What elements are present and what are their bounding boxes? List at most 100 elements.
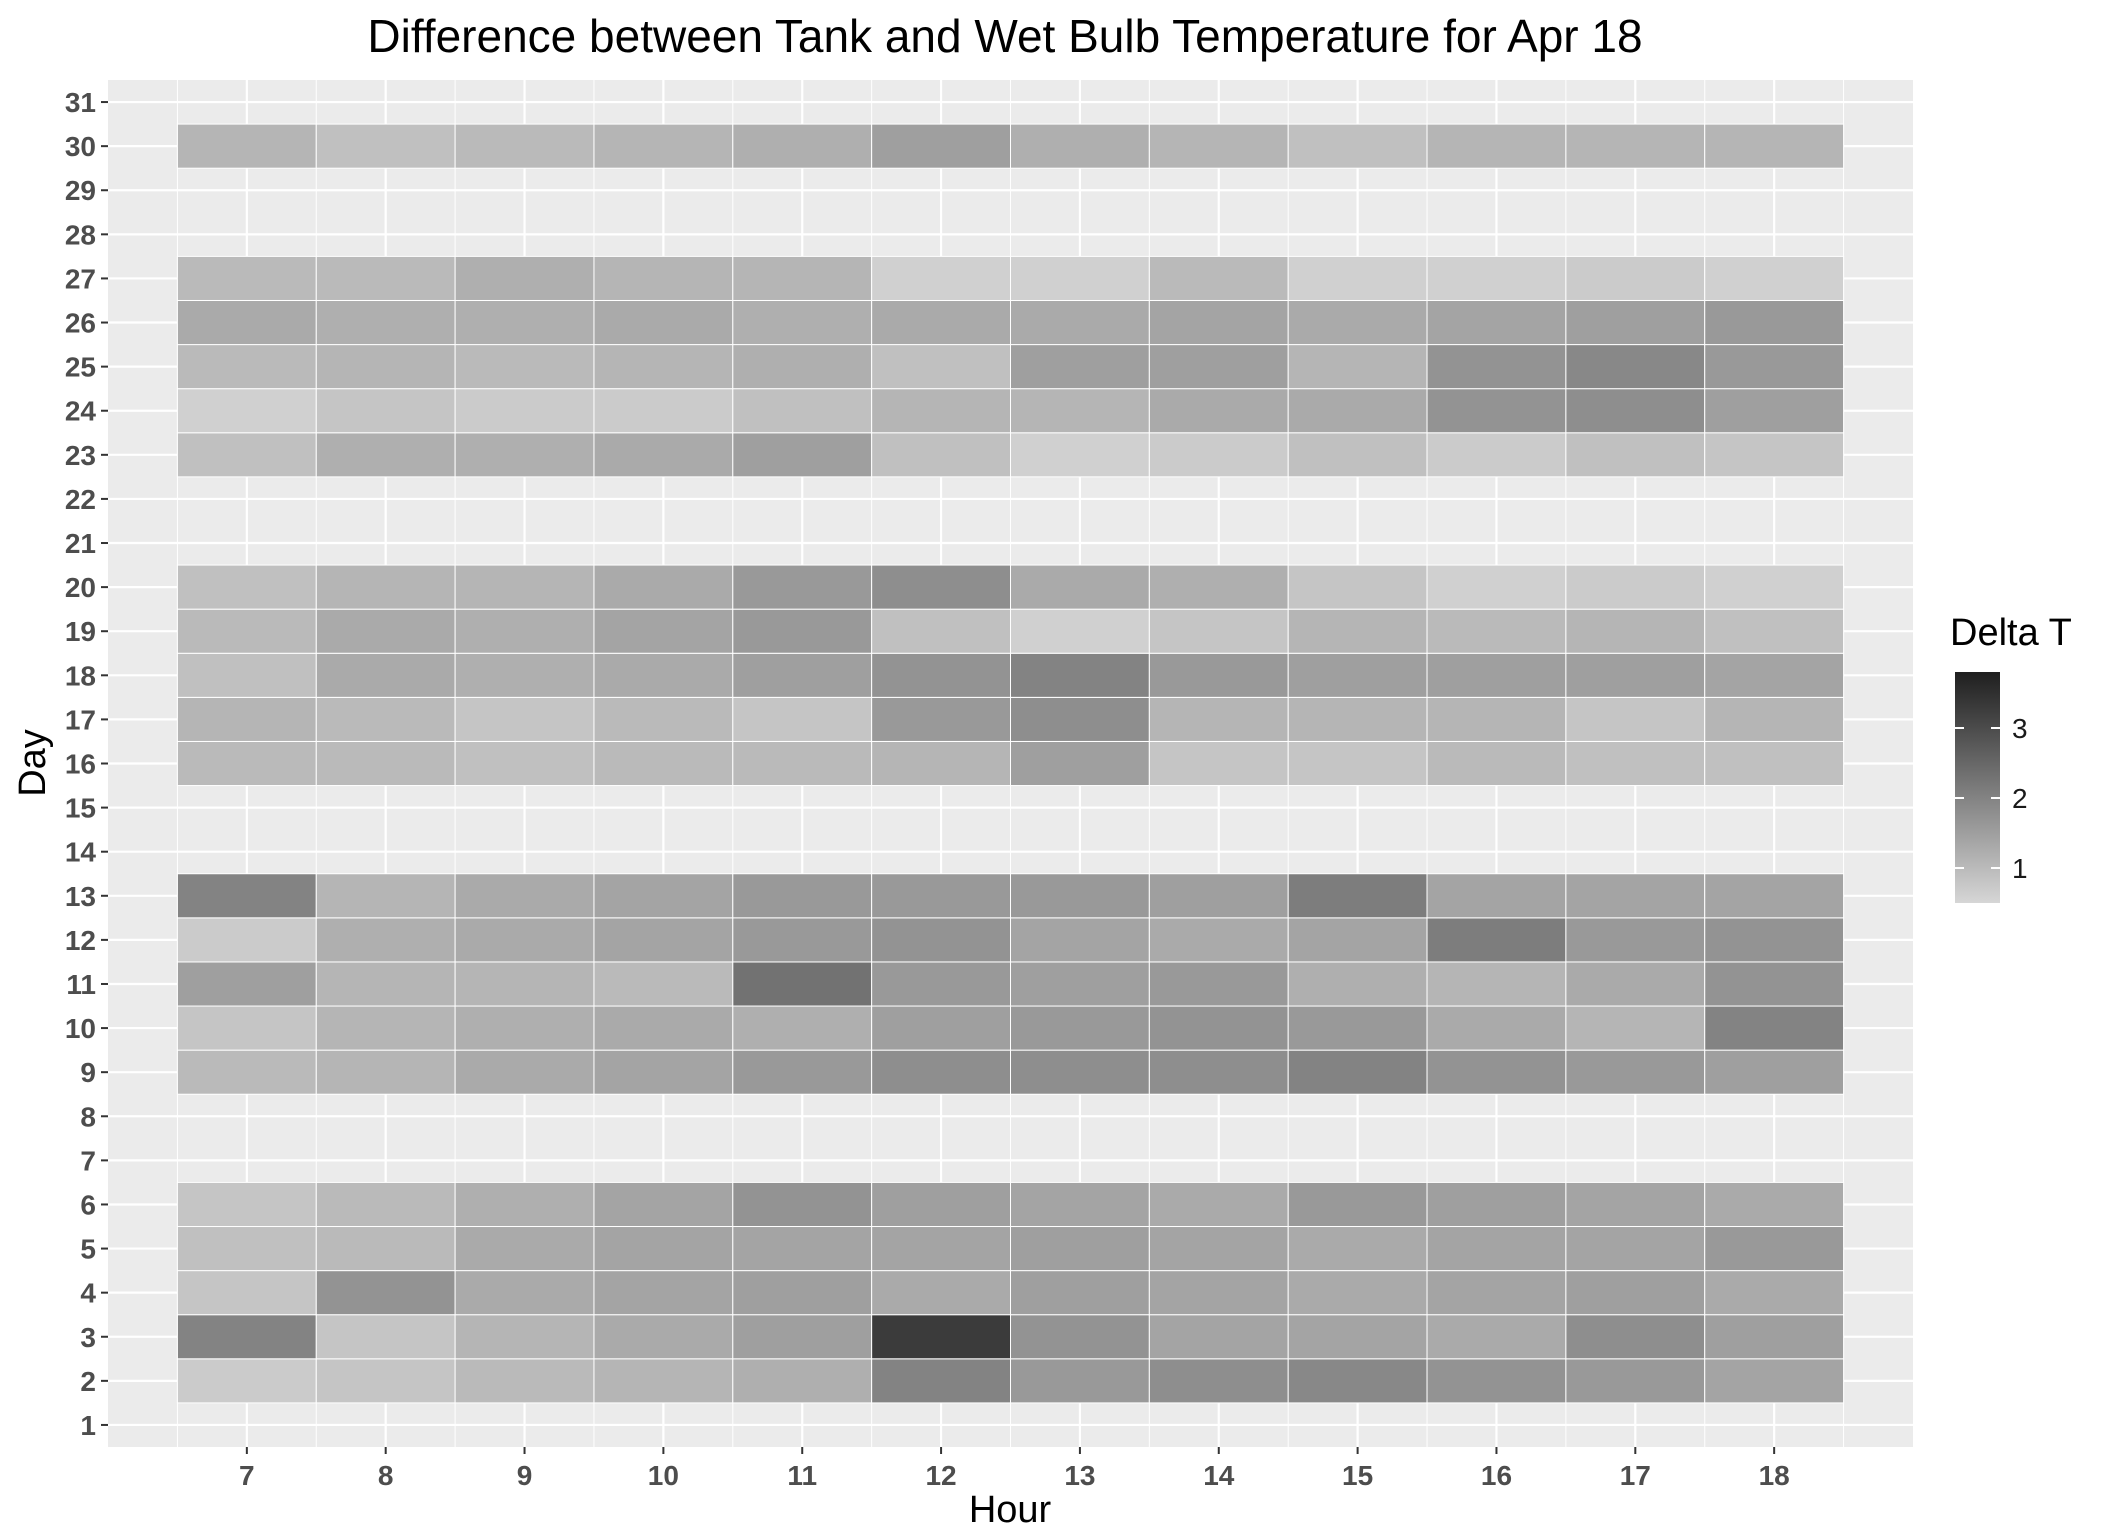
heatmap-cell <box>1426 255 1567 301</box>
heatmap-cell <box>871 432 1012 478</box>
heatmap-cell <box>1704 1226 1845 1272</box>
heatmap-cell <box>732 740 873 787</box>
heatmap-cell <box>1704 299 1845 346</box>
heatmap-cell <box>732 1314 873 1360</box>
heatmap-cell <box>1287 299 1428 346</box>
y-tick-label: 7 <box>80 1145 96 1176</box>
heatmap-cell <box>593 1270 734 1316</box>
heatmap-cell <box>1010 432 1150 478</box>
heatmap-cell <box>1565 1314 1706 1360</box>
heatmap-cell <box>1426 1358 1567 1404</box>
heatmap-cell <box>1426 696 1567 742</box>
heatmap-cell <box>315 652 456 698</box>
heatmap-cell <box>176 432 317 478</box>
heatmap-cell <box>176 388 317 434</box>
heatmap-cell <box>1010 388 1150 434</box>
heatmap-cell <box>1010 299 1150 346</box>
heatmap-cell <box>593 564 734 610</box>
y-tick-label: 9 <box>80 1057 96 1088</box>
heatmap-cell <box>1704 255 1845 301</box>
heatmap-tiles <box>176 123 1845 1404</box>
heatmap-cell <box>1565 1005 1706 1051</box>
heatmap-cell <box>1287 1049 1428 1095</box>
heatmap-cell <box>871 123 1012 169</box>
heatmap-cell <box>454 564 595 610</box>
heatmap-cell <box>315 1358 456 1404</box>
y-tick-label: 31 <box>65 87 96 118</box>
heatmap-cell <box>454 873 595 919</box>
heatmap-cell <box>1010 740 1150 787</box>
heatmap-cell <box>1010 344 1150 390</box>
heatmap-cell <box>732 1358 873 1404</box>
heatmap-cell <box>1287 432 1428 478</box>
heatmap-cell <box>1148 1005 1289 1051</box>
heatmap-cell <box>176 299 317 346</box>
heatmap-cell <box>732 564 873 610</box>
y-tick-label: 6 <box>80 1189 96 1220</box>
y-tick-label: 14 <box>65 837 97 868</box>
heatmap-cell <box>315 608 456 654</box>
y-tick-label: 16 <box>65 749 96 780</box>
heatmap-cell <box>454 1270 595 1316</box>
heatmap-cell <box>176 1358 317 1404</box>
heatmap-cell <box>315 873 456 919</box>
heatmap-cell <box>871 1314 1012 1360</box>
heatmap-cell <box>871 255 1012 301</box>
heatmap-cell <box>1148 1358 1289 1404</box>
x-tick-label: 10 <box>648 1460 679 1491</box>
heatmap-cell <box>1426 1049 1567 1095</box>
heatmap-cell <box>1148 255 1289 301</box>
heatmap-cell <box>593 740 734 787</box>
heatmap-cell <box>732 123 873 169</box>
heatmap-cell <box>1010 1358 1150 1404</box>
heatmap-cell <box>871 1270 1012 1316</box>
heatmap-cell <box>871 873 1012 919</box>
heatmap-cell <box>454 1181 595 1228</box>
heatmap-cell <box>1565 299 1706 346</box>
heatmap-cell <box>315 123 456 169</box>
heatmap-cell <box>1287 917 1428 963</box>
heatmap-cell <box>1426 961 1567 1007</box>
heatmap-cell <box>1704 917 1845 963</box>
heatmap-cell <box>1010 873 1150 919</box>
heatmap-cell <box>1010 961 1150 1007</box>
x-tick-label: 13 <box>1064 1460 1095 1491</box>
heatmap-cell <box>1287 961 1428 1007</box>
heatmap-cell <box>593 388 734 434</box>
heatmap-cell <box>871 1005 1012 1051</box>
heatmap-cell <box>176 740 317 787</box>
heatmap-cell <box>1704 1314 1845 1360</box>
heatmap-cell <box>454 1226 595 1272</box>
heatmap-cell <box>871 917 1012 963</box>
heatmap-cell <box>1565 1226 1706 1272</box>
heatmap-cell <box>1287 652 1428 698</box>
heatmap-cell <box>1426 432 1567 478</box>
x-tick-label: 11 <box>787 1460 817 1491</box>
heatmap-cell <box>1010 564 1150 610</box>
y-tick-label: 2 <box>80 1366 96 1397</box>
heatmap-cell <box>315 344 456 390</box>
y-tick-label: 11 <box>66 969 96 1000</box>
heatmap-cell <box>871 1049 1012 1095</box>
heatmap-cell <box>176 255 317 301</box>
heatmap-cell <box>871 652 1012 698</box>
heatmap-cell <box>176 1005 317 1051</box>
heatmap-cell <box>176 1270 317 1316</box>
x-tick-label: 14 <box>1203 1460 1235 1491</box>
heatmap-cell <box>1148 652 1289 698</box>
heatmap-cell <box>1148 1270 1289 1316</box>
heatmap-cell <box>871 608 1012 654</box>
heatmap-cell <box>1010 917 1150 963</box>
y-tick-label: 5 <box>80 1234 96 1265</box>
y-tick-label: 1 <box>80 1410 96 1441</box>
heatmap-cell <box>1704 1181 1845 1228</box>
heatmap-cell <box>1565 917 1706 963</box>
heatmap-cell <box>176 1314 317 1360</box>
heatmap-cell <box>315 740 456 787</box>
heatmap-cell <box>732 608 873 654</box>
heatmap-cell <box>1287 344 1428 390</box>
heatmap-cell <box>1704 1270 1845 1316</box>
heatmap-cell <box>454 388 595 434</box>
legend-tick-label: 1 <box>2012 853 2028 884</box>
heatmap-cell <box>1287 255 1428 301</box>
